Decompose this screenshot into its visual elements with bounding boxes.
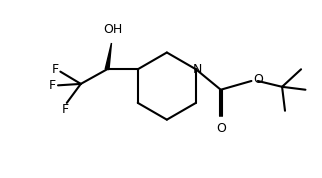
Text: N: N xyxy=(193,63,202,76)
Text: O: O xyxy=(216,122,226,135)
Text: O: O xyxy=(254,73,264,86)
Text: OH: OH xyxy=(103,23,123,36)
Text: F: F xyxy=(52,63,59,76)
Text: F: F xyxy=(49,79,56,92)
Polygon shape xyxy=(105,43,111,70)
Text: F: F xyxy=(62,103,69,116)
